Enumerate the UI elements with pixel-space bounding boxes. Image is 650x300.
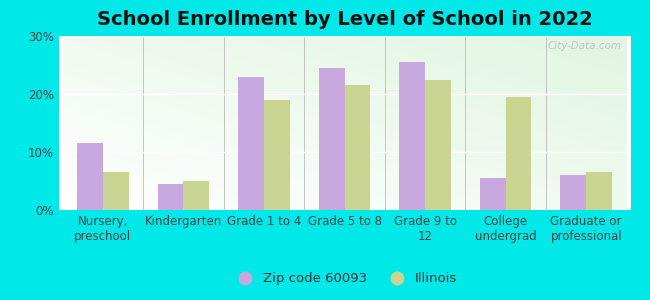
Legend: Zip code 60093, Illinois: Zip code 60093, Illinois	[226, 267, 463, 290]
Bar	[318, 68, 344, 210]
Bar	[264, 100, 290, 210]
Text: City-Data.com: City-Data.com	[548, 41, 622, 51]
Bar	[480, 178, 506, 210]
Bar	[157, 184, 183, 210]
Bar	[183, 181, 209, 210]
Title: School Enrollment by Level of School in 2022: School Enrollment by Level of School in …	[97, 10, 592, 29]
Bar	[560, 175, 586, 210]
Bar	[586, 172, 612, 210]
Bar	[344, 85, 370, 210]
Bar	[77, 143, 103, 210]
Bar	[399, 62, 425, 210]
Bar	[425, 80, 451, 210]
Bar	[506, 97, 532, 210]
Bar	[238, 76, 264, 210]
Bar	[103, 172, 129, 210]
